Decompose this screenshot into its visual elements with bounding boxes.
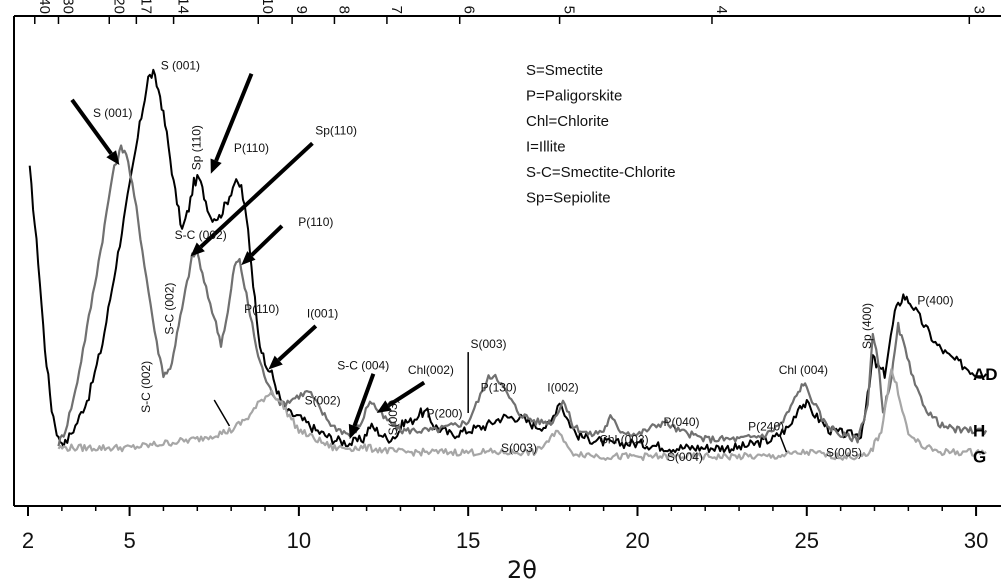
peak-label: Chl(002)	[408, 363, 454, 377]
top-axis: 40 30 20 17 14 10 9 8 7 6 5 4 3	[34, 0, 987, 24]
x-tick-label: 2	[22, 528, 34, 553]
arrow-head	[241, 251, 256, 266]
annotation-arrow	[214, 72, 254, 162]
top-tick-label: 6	[461, 6, 478, 14]
peak-label: Sp (400)	[860, 303, 874, 349]
peak-label: P(130)	[481, 380, 517, 394]
legend: S=Smectite P=Paligorskite Chl=Chlorite I=Il…	[526, 62, 676, 207]
marker-lines	[213, 352, 788, 453]
peak-label: P(110)	[298, 215, 333, 229]
annotation-arrow	[70, 98, 113, 155]
peak-label: S (001)	[93, 106, 132, 120]
top-tick-label: 3	[970, 6, 987, 14]
arrow-head	[106, 150, 120, 166]
annotation-arrow	[387, 380, 426, 408]
peak-label: I(001)	[307, 306, 338, 320]
peak-label: S(002)	[305, 393, 341, 407]
series-line-G	[57, 368, 987, 462]
peak-label: S-C (002)	[163, 283, 177, 335]
arrow-head	[348, 423, 361, 440]
peak-label: S (001)	[161, 58, 200, 72]
arrow-head	[268, 355, 283, 370]
legend-entry: P=Paligorskite	[526, 88, 622, 105]
annotation-arrow	[250, 224, 284, 257]
annotation-arrows	[70, 72, 426, 440]
peak-label: S(003)	[501, 441, 537, 455]
peak-label: P(240)	[748, 419, 784, 433]
peak-label: Chl (004)	[779, 363, 828, 377]
series-line-AD	[28, 68, 987, 454]
peak-label: P(040)	[663, 415, 699, 429]
x-tick-label: 10	[287, 528, 311, 553]
top-tick-label: 40	[36, 0, 53, 14]
x-axis-label: 2θ	[507, 556, 537, 582]
series-end-label: G	[973, 448, 986, 467]
peak-label: Sp(110)	[315, 124, 357, 138]
peak-label: S(003)	[470, 337, 506, 351]
peak-label: P(110)	[234, 141, 269, 155]
peak-label: S(005)	[826, 446, 862, 460]
legend-entry: Sp=Sepiolite	[526, 190, 611, 207]
peak-label: S(003)	[386, 399, 400, 435]
series-lines	[28, 68, 988, 462]
peak-label: P(400)	[917, 293, 953, 307]
peak-label: S-C (002)	[139, 361, 153, 413]
top-tick-label: 20	[110, 0, 127, 14]
annotation-arrow	[277, 324, 318, 362]
top-tick-label: 8	[335, 6, 352, 14]
legend-entry: S=Smectite	[526, 62, 603, 79]
peak-label: I(002)	[547, 380, 578, 394]
x-tick-label: 20	[625, 528, 649, 553]
x-tick-label: 25	[795, 528, 819, 553]
annotation-arrow	[352, 373, 376, 427]
peak-label: S-C (004)	[337, 359, 389, 373]
peak-label: Chl (003)	[599, 432, 648, 446]
peak-label: Sp (110)	[190, 125, 204, 170]
top-tick-label: 17	[137, 0, 154, 14]
top-tick-label: 14	[175, 0, 192, 14]
top-tick-label: 30	[59, 0, 76, 14]
peak-label: S(004)	[667, 450, 703, 464]
peak-label: P(200)	[426, 406, 462, 420]
plot-frame	[13, 15, 1001, 507]
bottom-axis: 2 5 10 15 20 25 30	[22, 506, 988, 553]
series-end-labels: AD HG	[973, 365, 998, 467]
top-tick-label: 9	[293, 6, 310, 14]
marker-line	[213, 399, 231, 427]
legend-entry: I=Illite	[526, 139, 566, 156]
x-tick-label: 30	[964, 528, 988, 553]
top-tick-label: 4	[713, 6, 730, 14]
annotation-arrow	[199, 141, 314, 249]
peak-label: S-C (002)	[175, 228, 227, 242]
series-end-label: AD	[973, 365, 998, 384]
x-tick-label: 5	[123, 528, 135, 553]
series-line-H	[57, 144, 988, 447]
arrow-head	[190, 242, 205, 257]
series-end-label: H	[973, 421, 985, 440]
top-tick-label: 5	[561, 6, 578, 14]
legend-entry: S-C=Smectite-Chlorite	[526, 164, 676, 181]
marker-line	[778, 434, 788, 453]
arrow-head	[376, 400, 392, 413]
x-tick-label: 15	[456, 528, 480, 553]
arrow-head	[210, 158, 222, 174]
peak-label: P(110)	[244, 302, 279, 316]
legend-entry: Chl=Chlorite	[526, 113, 609, 130]
top-tick-label: 7	[388, 6, 405, 14]
top-tick-label: 10	[259, 0, 276, 14]
peak-annotations: S (001) S (001) Sp (110) P(110) Sp(110) P(110…	[93, 58, 953, 464]
